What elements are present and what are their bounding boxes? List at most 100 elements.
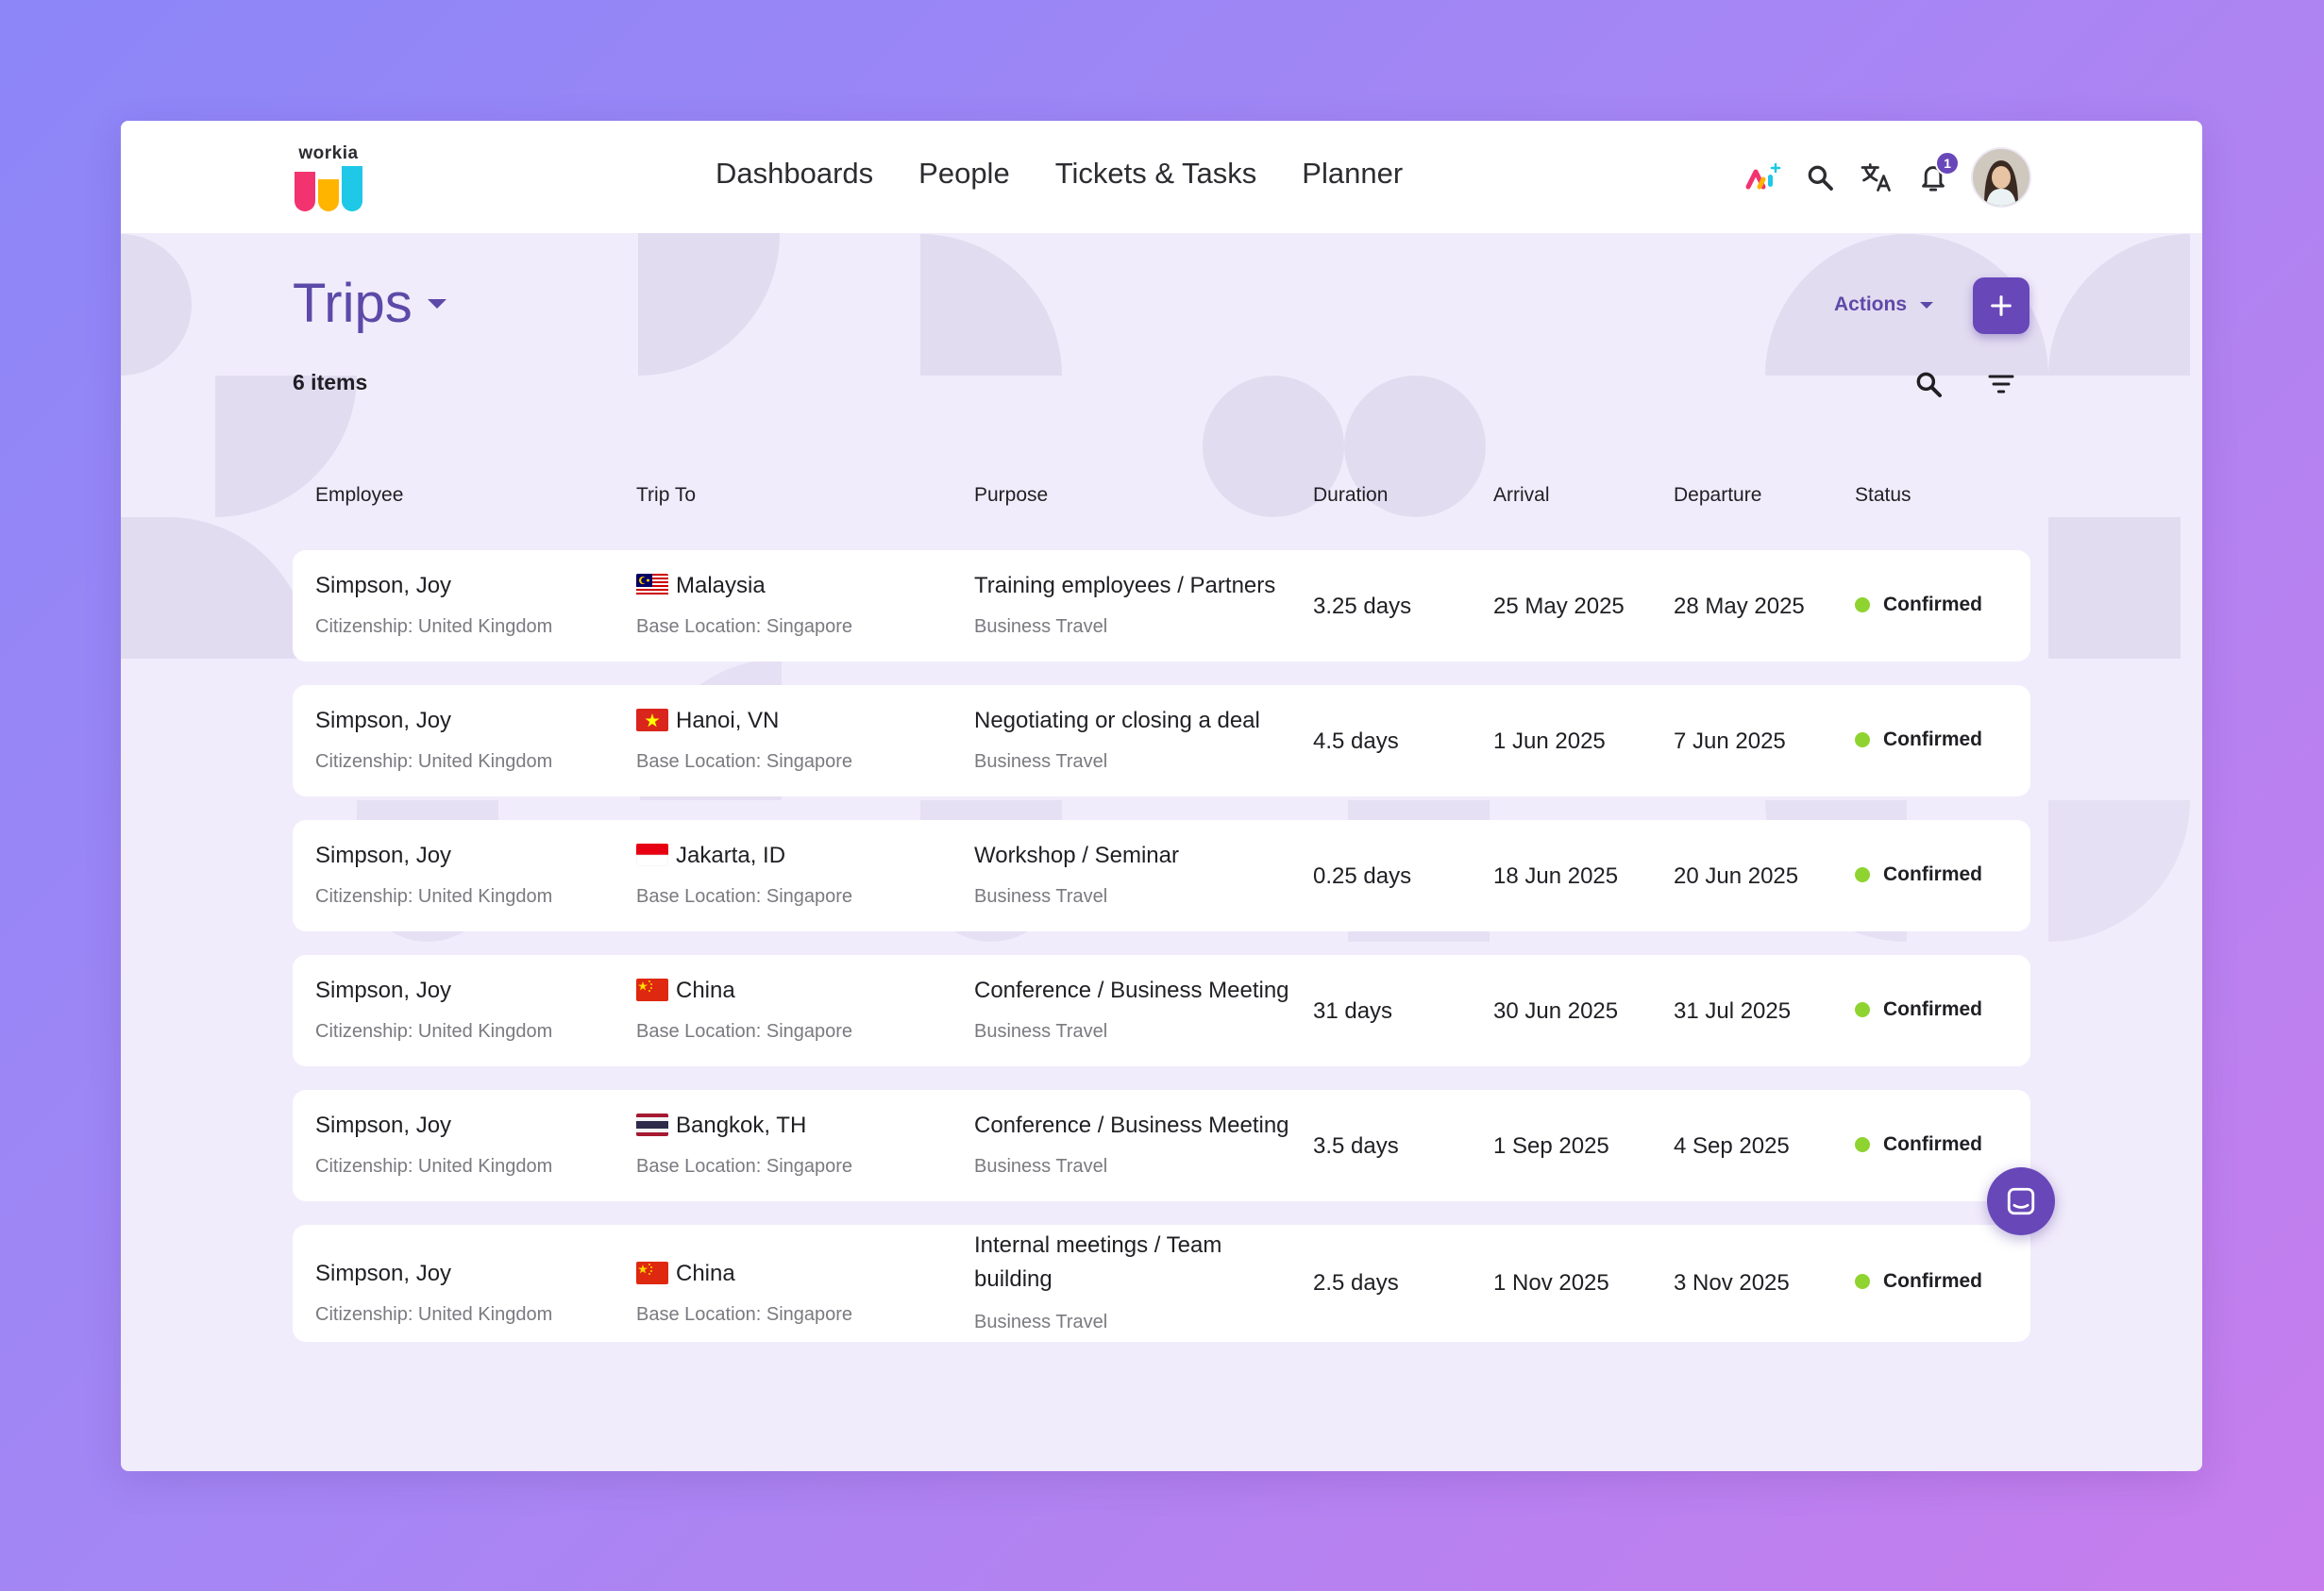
column-header-departure[interactable]: Departure xyxy=(1674,484,1762,506)
workia-logo[interactable]: workia xyxy=(293,143,364,213)
trip-purpose: Negotiating or closing a deal xyxy=(974,708,1260,733)
page-title: Trips xyxy=(293,273,413,334)
trip-purpose: Internal meetings / Team building xyxy=(974,1232,1222,1292)
decor-shape xyxy=(121,234,192,376)
purpose-type: Business Travel xyxy=(974,1156,1108,1177)
status-dot xyxy=(1855,1274,1870,1289)
employee-name: Simpson, Joy xyxy=(315,1113,452,1138)
ai-icon[interactable] xyxy=(1744,159,1782,196)
nav-people[interactable]: People xyxy=(918,157,1010,190)
arrival-date: 1 Sep 2025 xyxy=(1493,1133,1609,1159)
decor-shape xyxy=(2048,234,2190,376)
column-header-status[interactable]: Status xyxy=(1855,484,1911,506)
status-label: Confirmed xyxy=(1883,729,1982,750)
status-dot xyxy=(1855,597,1870,612)
trip-destination: Malaysia xyxy=(636,573,766,599)
table-row[interactable]: Simpson, Joy Citizenship: United Kingdom… xyxy=(293,1225,2030,1342)
chevron-down-icon xyxy=(427,298,446,309)
nav-dashboards[interactable]: Dashboards xyxy=(716,157,874,190)
thailand-flag-icon xyxy=(636,1114,668,1136)
status-badge: Confirmed xyxy=(1855,1133,1982,1156)
purpose-type: Business Travel xyxy=(974,616,1108,637)
header-actions: 1 xyxy=(1744,147,2031,208)
main-navigation: Dashboards People Tickets & Tasks Planne… xyxy=(716,157,1403,191)
arrival-date: 1 Nov 2025 xyxy=(1493,1270,1609,1296)
china-flag-icon xyxy=(636,1262,668,1284)
status-badge: Confirmed xyxy=(1855,998,1982,1021)
status-dot xyxy=(1855,732,1870,747)
table-row[interactable]: Simpson, Joy Citizenship: United Kingdom… xyxy=(293,1090,2030,1201)
nav-tickets-tasks[interactable]: Tickets & Tasks xyxy=(1054,157,1257,190)
departure-date: 20 Jun 2025 xyxy=(1674,863,1799,889)
table-row[interactable]: Simpson, Joy Citizenship: United Kingdom… xyxy=(293,685,2030,796)
status-badge: Confirmed xyxy=(1855,863,1982,886)
table-row[interactable]: Simpson, Joy Citizenship: United Kingdom… xyxy=(293,550,2030,662)
employee-citizenship: Citizenship: United Kingdom xyxy=(315,751,553,772)
trip-purpose: Training employees / Partners xyxy=(974,573,1276,598)
employee-name: Simpson, Joy xyxy=(315,708,452,733)
purpose-type: Business Travel xyxy=(974,1312,1108,1332)
base-location: Base Location: Singapore xyxy=(636,1021,853,1042)
base-location: Base Location: Singapore xyxy=(636,751,853,772)
trip-destination: China xyxy=(636,978,735,1004)
trip-destination-label: Hanoi, VN xyxy=(676,708,780,733)
chevron-down-icon xyxy=(1920,301,1934,309)
status-dot xyxy=(1855,1137,1870,1152)
departure-date: 28 May 2025 xyxy=(1674,594,1805,619)
column-header-employee[interactable]: Employee xyxy=(315,484,404,506)
actions-dropdown[interactable]: Actions xyxy=(1834,293,1934,316)
purpose-type: Business Travel xyxy=(974,886,1108,907)
status-badge: Confirmed xyxy=(1855,1270,1982,1293)
arrival-date: 30 Jun 2025 xyxy=(1493,998,1619,1024)
trip-purpose: Workshop / Seminar xyxy=(974,843,1179,868)
table-row[interactable]: Simpson, Joy Citizenship: United Kingdom… xyxy=(293,820,2030,931)
base-location: Base Location: Singapore xyxy=(636,1304,853,1325)
column-header-purpose[interactable]: Purpose xyxy=(974,484,1049,506)
translate-icon[interactable] xyxy=(1858,159,1895,196)
table-search-icon[interactable] xyxy=(1911,366,1946,402)
arrival-date: 1 Jun 2025 xyxy=(1493,729,1606,754)
column-header-duration[interactable]: Duration xyxy=(1313,484,1389,506)
nav-planner[interactable]: Planner xyxy=(1302,157,1404,190)
table-header: Employee Trip To Purpose Duration Arriva… xyxy=(121,484,2202,522)
add-trip-button[interactable] xyxy=(1973,277,2029,334)
status-label: Confirmed xyxy=(1883,1270,1982,1292)
table-row[interactable]: Simpson, Joy Citizenship: United Kingdom… xyxy=(293,955,2030,1066)
status-label: Confirmed xyxy=(1883,863,1982,885)
filter-icon[interactable] xyxy=(1983,366,2019,402)
arrival-date: 18 Jun 2025 xyxy=(1493,863,1619,889)
trip-destination: Bangkok, TH xyxy=(636,1113,806,1139)
trip-duration: 4.5 days xyxy=(1313,729,1399,754)
vietnam-flag-icon xyxy=(636,709,668,731)
decor-shape xyxy=(2048,800,2190,942)
purpose-type: Business Travel xyxy=(974,1021,1108,1042)
trip-destination-label: China xyxy=(676,1261,735,1286)
logo-wordmark: workia xyxy=(298,143,359,163)
top-navigation-bar: workia Dashboards People Tickets & Tasks… xyxy=(121,121,2202,233)
bell-icon[interactable]: 1 xyxy=(1914,151,1960,196)
notification-badge: 1 xyxy=(1935,151,1960,176)
trip-duration: 0.25 days xyxy=(1313,863,1412,889)
departure-date: 7 Jun 2025 xyxy=(1674,729,1786,754)
user-avatar[interactable] xyxy=(1971,147,2031,208)
purpose-type: Business Travel xyxy=(974,751,1108,772)
base-location: Base Location: Singapore xyxy=(636,886,853,907)
employee-citizenship: Citizenship: United Kingdom xyxy=(315,1156,553,1177)
status-dot xyxy=(1855,867,1870,882)
status-label: Confirmed xyxy=(1883,998,1982,1020)
chat-launcher-button[interactable] xyxy=(1987,1167,2055,1235)
trip-destination-label: Malaysia xyxy=(676,573,766,598)
decor-shape xyxy=(121,517,310,659)
column-header-arrival[interactable]: Arrival xyxy=(1493,484,1550,506)
departure-date: 3 Nov 2025 xyxy=(1674,1270,1790,1296)
search-icon[interactable] xyxy=(1801,159,1839,196)
column-header-trip-to[interactable]: Trip To xyxy=(636,484,697,506)
logo-mark-icon xyxy=(295,166,362,211)
indonesia-flag-icon xyxy=(636,844,668,866)
page-title-dropdown[interactable]: Trips xyxy=(293,272,446,335)
trip-destination: Jakarta, ID xyxy=(636,843,785,869)
status-dot xyxy=(1855,1002,1870,1017)
employee-name: Simpson, Joy xyxy=(315,843,452,868)
employee-citizenship: Citizenship: United Kingdom xyxy=(315,1021,553,1042)
status-badge: Confirmed xyxy=(1855,729,1982,751)
